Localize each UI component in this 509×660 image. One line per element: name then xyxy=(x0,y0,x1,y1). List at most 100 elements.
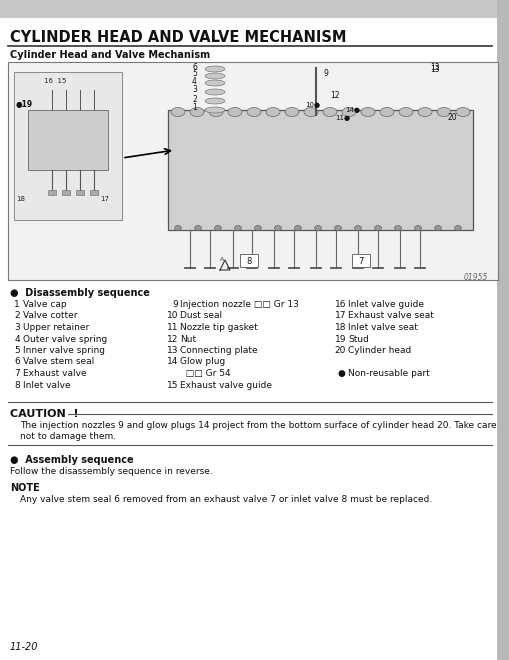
Ellipse shape xyxy=(455,108,469,117)
Text: Inner valve spring: Inner valve spring xyxy=(23,346,105,355)
Text: □□ Gr 54: □□ Gr 54 xyxy=(180,369,230,378)
Text: 01955: 01955 xyxy=(463,273,487,282)
Bar xyxy=(76,190,84,195)
Text: 2: 2 xyxy=(14,312,20,321)
Text: 9: 9 xyxy=(323,69,328,79)
Text: Nozzle tip gasket: Nozzle tip gasket xyxy=(180,323,257,332)
Text: CYLINDER HEAD AND VALVE MECHANISM: CYLINDER HEAD AND VALVE MECHANISM xyxy=(10,30,346,45)
Text: 20: 20 xyxy=(447,114,457,123)
Ellipse shape xyxy=(214,226,221,230)
Text: Dust seal: Dust seal xyxy=(180,312,222,321)
Bar xyxy=(0,0,496,18)
Ellipse shape xyxy=(171,108,185,117)
Ellipse shape xyxy=(314,226,321,230)
Text: 3: 3 xyxy=(192,86,196,94)
Ellipse shape xyxy=(266,108,279,117)
Text: 1: 1 xyxy=(192,104,196,112)
Text: Connecting plate: Connecting plate xyxy=(180,346,257,355)
Text: Exhaust valve: Exhaust valve xyxy=(23,369,87,378)
Text: A: A xyxy=(219,257,223,262)
Text: ●19: ●19 xyxy=(16,100,33,109)
Ellipse shape xyxy=(274,226,281,230)
Ellipse shape xyxy=(379,108,393,117)
Text: 7: 7 xyxy=(14,369,20,378)
Ellipse shape xyxy=(342,108,355,117)
Text: 13: 13 xyxy=(429,63,439,73)
Text: CAUTION  !: CAUTION ! xyxy=(10,409,78,419)
Ellipse shape xyxy=(234,226,241,230)
Bar xyxy=(496,0,509,660)
Bar xyxy=(240,254,258,267)
Text: Valve cap: Valve cap xyxy=(23,300,67,309)
Text: Cylinder head: Cylinder head xyxy=(347,346,410,355)
Ellipse shape xyxy=(334,226,341,230)
Text: 20: 20 xyxy=(334,346,345,355)
Text: Cylinder Head and Valve Mechanism: Cylinder Head and Valve Mechanism xyxy=(10,50,210,60)
Text: not to damage them.: not to damage them. xyxy=(20,432,116,441)
Bar xyxy=(62,190,70,195)
Text: 17: 17 xyxy=(334,312,345,321)
Text: Inlet valve seat: Inlet valve seat xyxy=(347,323,417,332)
Text: 11: 11 xyxy=(166,323,178,332)
Text: 13: 13 xyxy=(429,65,439,75)
Text: The injection nozzles 9 and glow plugs 14 project from the bottom surface of cyl: The injection nozzles 9 and glow plugs 1… xyxy=(20,421,496,430)
Ellipse shape xyxy=(285,108,298,117)
Text: 16: 16 xyxy=(334,300,345,309)
Text: 4: 4 xyxy=(192,77,196,86)
Bar xyxy=(28,110,108,170)
Text: 14: 14 xyxy=(166,358,178,366)
Text: 11-20: 11-20 xyxy=(10,642,38,652)
Ellipse shape xyxy=(205,98,224,104)
Ellipse shape xyxy=(254,226,261,230)
Ellipse shape xyxy=(190,108,204,117)
Ellipse shape xyxy=(354,226,361,230)
Text: 1: 1 xyxy=(14,300,20,309)
Text: 18: 18 xyxy=(334,323,345,332)
Ellipse shape xyxy=(394,226,401,230)
Ellipse shape xyxy=(360,108,374,117)
Text: Glow plug: Glow plug xyxy=(180,358,225,366)
Ellipse shape xyxy=(294,226,301,230)
Text: 12: 12 xyxy=(166,335,178,343)
Text: 6: 6 xyxy=(192,63,196,71)
Ellipse shape xyxy=(205,66,224,72)
Text: 10: 10 xyxy=(166,312,178,321)
Ellipse shape xyxy=(454,226,461,230)
Ellipse shape xyxy=(174,226,181,230)
Ellipse shape xyxy=(205,89,224,95)
Ellipse shape xyxy=(436,108,450,117)
Text: Valve stem seal: Valve stem seal xyxy=(23,358,94,366)
Text: 18: 18 xyxy=(16,196,25,202)
Text: Exhaust valve seat: Exhaust valve seat xyxy=(347,312,433,321)
Text: Exhaust valve guide: Exhaust valve guide xyxy=(180,381,271,389)
Text: 8: 8 xyxy=(14,381,20,389)
Ellipse shape xyxy=(417,108,431,117)
Text: Upper retainer: Upper retainer xyxy=(23,323,89,332)
Text: 7: 7 xyxy=(358,257,363,266)
Text: 2: 2 xyxy=(192,94,196,104)
Text: ●: ● xyxy=(337,369,345,378)
Text: NOTE: NOTE xyxy=(10,483,40,493)
Ellipse shape xyxy=(246,108,261,117)
Ellipse shape xyxy=(434,226,441,230)
Bar xyxy=(48,190,56,195)
Bar xyxy=(351,254,369,267)
Text: 13: 13 xyxy=(166,346,178,355)
Text: Nut: Nut xyxy=(180,335,196,343)
Ellipse shape xyxy=(414,226,420,230)
Text: Follow the disassembly sequence in reverse.: Follow the disassembly sequence in rever… xyxy=(10,467,212,476)
Text: 19: 19 xyxy=(334,335,345,343)
Text: Any valve stem seal 6 removed from an exhaust valve 7 or inlet valve 8 must be r: Any valve stem seal 6 removed from an ex… xyxy=(20,495,432,504)
Ellipse shape xyxy=(303,108,318,117)
Bar xyxy=(167,110,472,230)
Text: 15: 15 xyxy=(166,381,178,389)
Text: Stud: Stud xyxy=(347,335,368,343)
Text: 11●: 11● xyxy=(334,115,350,121)
Text: 14●: 14● xyxy=(344,107,359,113)
Ellipse shape xyxy=(228,108,242,117)
Ellipse shape xyxy=(374,226,381,230)
Text: Inlet valve: Inlet valve xyxy=(23,381,70,389)
Text: 12: 12 xyxy=(329,92,339,100)
Bar xyxy=(90,190,98,195)
Bar xyxy=(8,62,497,280)
